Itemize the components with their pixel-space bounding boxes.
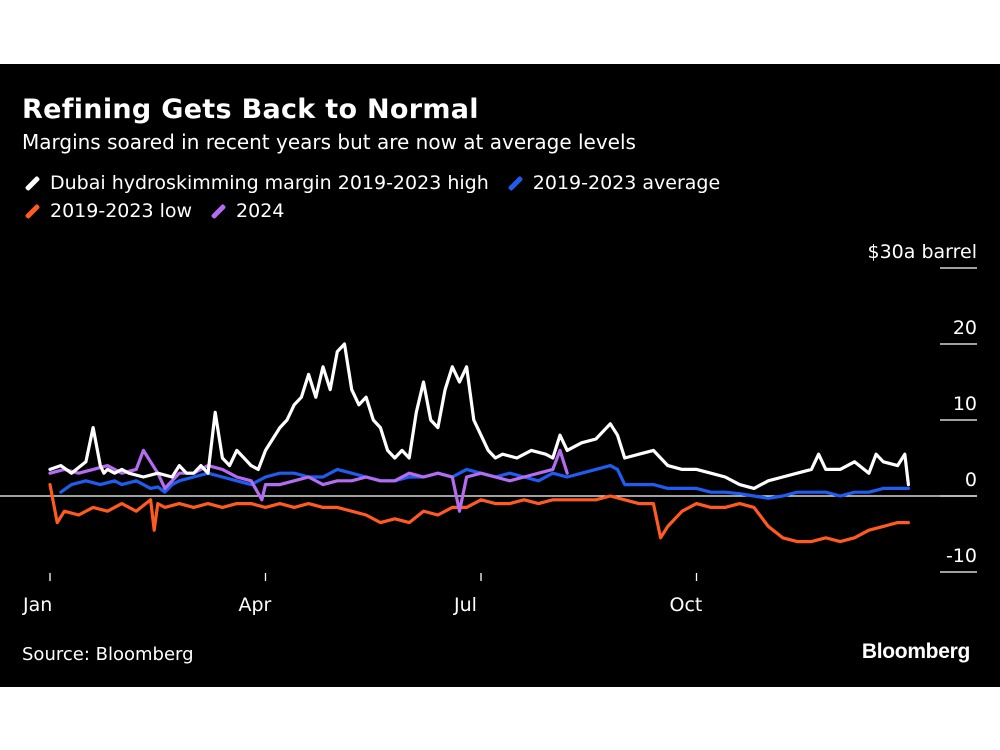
chart-panel: Refining Gets Back to Normal Margins soa… xyxy=(0,64,1000,687)
y-tick-label: $30a barrel xyxy=(868,241,978,263)
series-line-3 xyxy=(48,448,569,513)
x-tick-label: Oct xyxy=(670,594,703,616)
series-layer xyxy=(48,342,911,544)
x-tick-label: Jul xyxy=(453,594,477,616)
series-line-2 xyxy=(48,483,911,544)
chart-title: Refining Gets Back to Normal xyxy=(22,94,479,125)
bloomberg-logo: Bloomberg xyxy=(861,640,970,663)
source-note: Source: Bloomberg xyxy=(22,644,194,665)
x-axis: Jan Apr Jul Oct xyxy=(22,573,702,616)
series-line-1 xyxy=(59,464,911,500)
legend-item-low: 2019-2023 low xyxy=(22,200,192,222)
y-axis: $30a barrel 20 10 0 -10 xyxy=(868,241,978,573)
y-tick-label: 0 xyxy=(965,469,977,491)
legend-item-high: Dubai hydroskimming margin 2019-2023 hig… xyxy=(22,172,489,194)
series-line-0 xyxy=(48,342,911,490)
legend-item-average: 2019-2023 average xyxy=(505,172,720,194)
x-tick-label: Jan xyxy=(22,594,52,616)
legend-item-2024: 2024 xyxy=(208,200,284,222)
legend-label-average: 2019-2023 average xyxy=(532,172,721,194)
legend-row-1: Dubai hydroskimming margin 2019-2023 hig… xyxy=(22,172,736,194)
legend-label-low: 2019-2023 low xyxy=(50,200,193,222)
y-tick-label: -10 xyxy=(946,545,977,567)
x-tick-label: Apr xyxy=(239,594,272,616)
y-tick-label: 10 xyxy=(953,393,977,415)
legend-label-2024: 2024 xyxy=(236,200,285,222)
legend-label-high: Dubai hydroskimming margin 2019-2023 hig… xyxy=(50,172,489,194)
chart-subtitle: Margins soared in recent years but are n… xyxy=(22,130,636,154)
legend-row-2: 2019-2023 low 2024 xyxy=(22,200,300,222)
y-tick-label: 20 xyxy=(953,317,977,339)
line-chart: $30a barrel 20 10 0 -10 Jan Apr Jul Oct xyxy=(0,241,978,616)
